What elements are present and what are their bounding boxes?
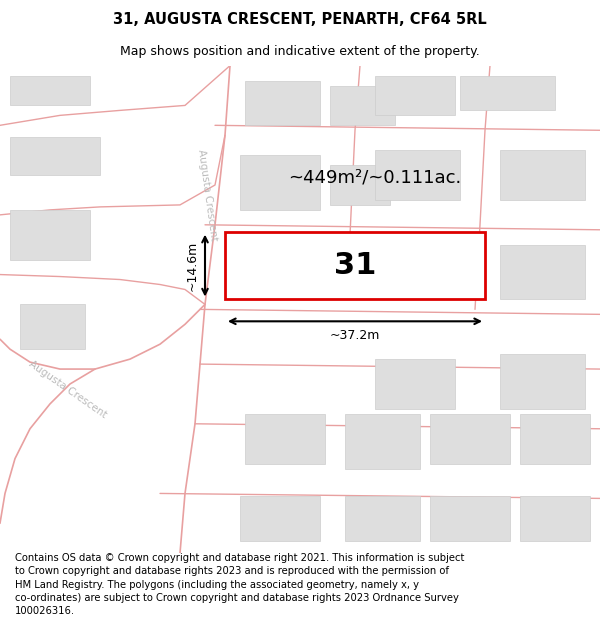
Bar	[430, 496, 510, 541]
Bar	[245, 414, 325, 464]
Bar	[520, 496, 590, 541]
Bar	[245, 81, 320, 126]
Text: Contains OS data © Crown copyright and database right 2021. This information is : Contains OS data © Crown copyright and d…	[15, 553, 464, 616]
Bar	[20, 304, 85, 349]
Text: ~14.6m: ~14.6m	[186, 241, 199, 291]
Text: Map shows position and indicative extent of the property.: Map shows position and indicative extent…	[120, 45, 480, 58]
Text: 31, AUGUSTA CRESCENT, PENARTH, CF64 5RL: 31, AUGUSTA CRESCENT, PENARTH, CF64 5RL	[113, 12, 487, 27]
Bar	[430, 414, 510, 464]
Bar	[520, 414, 590, 464]
Bar	[10, 76, 90, 106]
Text: Augusta Crescent: Augusta Crescent	[196, 149, 218, 241]
Bar	[330, 165, 390, 205]
Bar	[240, 155, 320, 210]
Bar	[225, 232, 485, 299]
Bar	[10, 210, 90, 259]
Bar	[375, 359, 455, 409]
Bar	[375, 150, 460, 200]
Text: ~449m²/~0.111ac.: ~449m²/~0.111ac.	[289, 168, 461, 186]
Bar	[460, 76, 555, 111]
Bar	[240, 496, 320, 541]
Bar	[500, 150, 585, 200]
Bar	[500, 245, 585, 299]
Bar	[330, 86, 395, 126]
Bar	[10, 138, 100, 175]
Bar	[345, 414, 420, 469]
Text: ~37.2m: ~37.2m	[330, 329, 380, 342]
Bar	[500, 354, 585, 409]
Bar	[375, 249, 455, 299]
Bar	[375, 76, 455, 116]
Text: Augusta Crescent: Augusta Crescent	[27, 358, 109, 419]
Bar	[345, 496, 420, 541]
Text: 31: 31	[334, 251, 376, 280]
